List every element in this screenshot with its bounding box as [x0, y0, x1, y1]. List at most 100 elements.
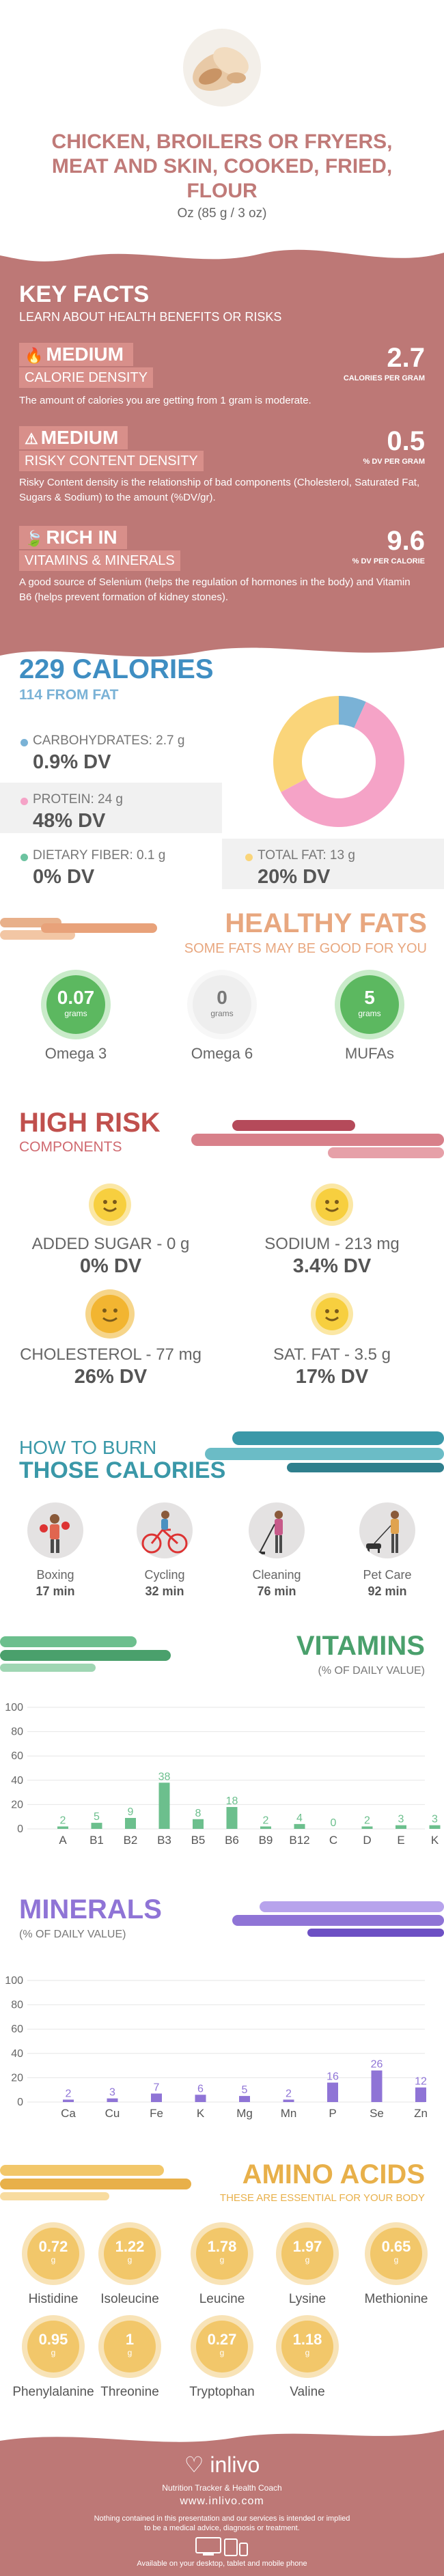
bar-value-label: 5	[94, 1811, 100, 1823]
bar-P	[327, 2082, 338, 2102]
warning-icon: ⚠	[25, 430, 38, 447]
amino-value-bubble: 0.72 g	[27, 2228, 79, 2280]
amino-label: Lysine	[288, 2292, 327, 2306]
footer-disclaimer-2: to be a medical advice, diagnosis or tre…	[144, 2524, 300, 2532]
y-tick-label: 80	[11, 2000, 23, 2011]
footer-devices: Available on your desktop, tablet and mo…	[137, 2560, 307, 2568]
nutrient-protein: PROTEIN: 24 g 48% DV	[0, 783, 222, 833]
vitamins-minerals-label: VITAMINS & MINERALS	[19, 550, 180, 571]
heart-icon: ♡	[184, 2452, 204, 2477]
sodium-dv: 3.4% DV	[292, 1255, 372, 1277]
amino-value-bubble: 0.27 g	[196, 2321, 248, 2372]
y-tick-label: 100	[5, 1702, 23, 1713]
amino-label: Histidine	[28, 2292, 79, 2306]
omega6-bubble: 0 grams	[193, 975, 251, 1034]
bar-value-label: 9	[128, 1806, 134, 1818]
pet-care-icon	[359, 1502, 415, 1558]
bar-value-label: 2	[66, 2088, 72, 2099]
healthy-fats-subtitle: SOME FATS MAY BE GOOD FOR YOU	[184, 941, 427, 956]
footer-tagline: Nutrition Tracker & Health Coach	[162, 2483, 282, 2493]
risky-density-unit: % DV PER GRAM	[363, 458, 425, 466]
footer: ♡ inlivo Nutrition Tracker & Health Coac…	[0, 2424, 444, 2576]
boxing-label: Boxing	[36, 1568, 74, 1582]
vitamins-stripes	[0, 1636, 171, 1672]
x-tick-label: A	[59, 1834, 67, 1847]
bar-Se	[371, 2070, 383, 2102]
x-tick-label: Fe	[150, 2107, 163, 2120]
calorie-density-value: 2.7	[387, 343, 425, 373]
bar-value-label: 3	[109, 2087, 115, 2099]
bar-B2	[125, 1817, 136, 1829]
x-tick-label: Ca	[61, 2107, 76, 2120]
high-risk-subtitle: COMPONENTS	[19, 1139, 122, 1155]
minerals-stripes	[232, 1901, 444, 1937]
risky-density-label: RISKY CONTENT DENSITY	[19, 451, 204, 471]
calories-from-fat: 114 FROM FAT	[19, 687, 119, 703]
x-tick-label: D	[363, 1834, 371, 1847]
healthy-fats-title: HEALTHY FATS	[225, 908, 427, 938]
bar-value-label: 2	[286, 2088, 292, 2099]
leaf-icon: 🍃	[25, 530, 44, 547]
cleaning-icon	[249, 1502, 305, 1558]
cleaning-label: Cleaning	[252, 1568, 301, 1582]
bar-B6	[226, 1806, 238, 1829]
donut-slice-protein	[281, 701, 404, 827]
risky-density-level: ⚠ MEDIUM	[19, 426, 128, 449]
amino-value-bubble: 0.95 g	[27, 2321, 79, 2372]
bar-B9	[260, 1826, 271, 1829]
bar-value-label: 2	[263, 1815, 269, 1826]
omega6-label: Omega 6	[191, 1045, 253, 1062]
donut-slice-fat	[273, 696, 339, 792]
footer-url[interactable]: www.inlivo.com	[180, 2495, 264, 2507]
amino-value-bubble: 1.18 g	[281, 2321, 333, 2372]
sat-fat-label: SAT. FAT - 3.5 g	[273, 1345, 391, 1364]
cycling-minutes: 32 min	[145, 1584, 184, 1598]
smiley-face-icon	[316, 1298, 348, 1330]
y-tick-label: 20	[11, 1799, 23, 1810]
amino-value-bubble: 0.65 g	[370, 2228, 422, 2280]
bar-value-label: 16	[327, 2071, 339, 2083]
vitamins-title: VITAMINS	[296, 1631, 425, 1661]
bar-value-label: 3	[432, 1814, 438, 1825]
y-tick-label: 80	[11, 1726, 23, 1738]
footer-wave	[0, 2424, 444, 2442]
mufa-bubble: 5 grams	[340, 975, 399, 1034]
food-image	[183, 29, 261, 107]
amino-label: Tryptophan	[189, 2385, 255, 2399]
x-tick-label: K	[197, 2107, 205, 2120]
added-sugar-dv: 0% DV	[79, 1255, 142, 1277]
boxing-minutes: 17 min	[36, 1584, 75, 1598]
high-risk-title: HIGH RISK	[19, 1108, 161, 1138]
flame-icon: 🔥	[25, 347, 44, 364]
pet-care-minutes: 92 min	[367, 1584, 407, 1598]
cleaning-minutes: 76 min	[257, 1584, 296, 1598]
x-tick-label: B9	[259, 1834, 273, 1847]
nutrient-fat: TOTAL FAT: 13 g 20% DV	[222, 839, 444, 889]
bar-value-label: 0	[331, 1817, 337, 1829]
x-tick-label: B12	[289, 1834, 309, 1847]
bar-value-label: 2	[364, 1815, 370, 1826]
footer-logo: ♡ inlivo	[184, 2452, 260, 2477]
donut-slice-carbohydrates	[339, 696, 366, 728]
bar-Mg	[239, 2096, 250, 2102]
bar-B5	[193, 1819, 204, 1829]
y-tick-label: 40	[11, 1775, 23, 1787]
bar-K	[195, 2095, 206, 2102]
high-risk-stripes	[191, 1120, 444, 1158]
risky-density-desc: Risky Content density is the relationshi…	[19, 477, 420, 503]
amino-value-bubble: 1.97 g	[281, 2228, 333, 2280]
bar-A	[57, 1826, 68, 1829]
bar-Fe	[151, 2093, 162, 2102]
vitamins-minerals-level: 🍃 RICH IN	[19, 526, 127, 549]
pet-care-label: Pet Care	[363, 1568, 412, 1582]
fiber-dot	[20, 854, 28, 861]
footer-disclaimer-1: Nothing contained in this presentation a…	[94, 2515, 350, 2523]
y-tick-label: 0	[17, 2097, 23, 2108]
burn-title-line2: THOSE CALORIES	[19, 1457, 226, 1483]
vitamins-minerals-desc: A good source of Selenium (helps the reg…	[19, 576, 411, 603]
healthy-fats-stripes	[0, 918, 157, 940]
minerals-chart: 0 20 40 60 80 100 2 Ca 3 Cu 7 Fe 6 K 5 Mg 2 Mn 16 P 26 Se 12 Zn	[5, 1975, 428, 2120]
burn-stripes	[205, 1431, 444, 1472]
amino-subtitle: THESE ARE ESSENTIAL FOR YOUR BODY	[219, 2192, 425, 2204]
